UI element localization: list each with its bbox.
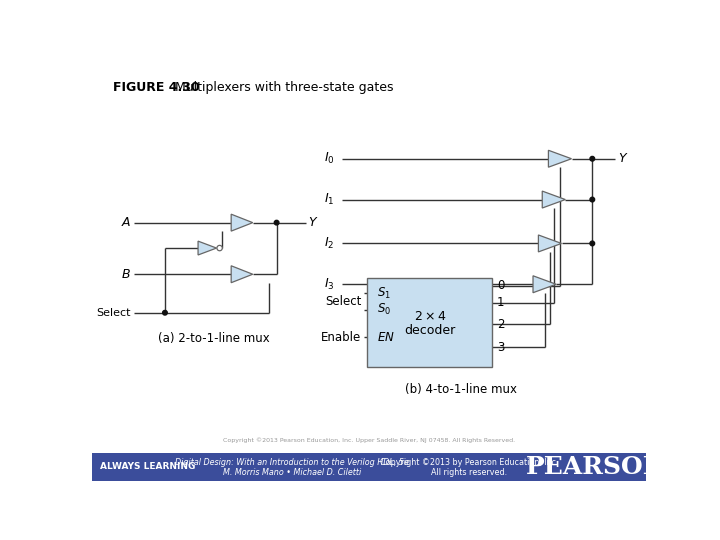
Text: $S_0$: $S_0$	[377, 302, 391, 317]
Polygon shape	[542, 191, 565, 208]
Text: $S_1$: $S_1$	[377, 286, 391, 301]
Text: $Y$: $Y$	[618, 152, 629, 165]
Text: All rights reserved.: All rights reserved.	[431, 468, 507, 477]
Text: $I_1$: $I_1$	[324, 192, 334, 207]
Text: (b) 4-to-1-line mux: (b) 4-to-1-line mux	[405, 383, 518, 396]
Text: $I_2$: $I_2$	[324, 236, 334, 251]
Polygon shape	[533, 276, 556, 293]
Text: $I_3$: $I_3$	[324, 276, 334, 292]
Polygon shape	[231, 214, 253, 231]
Text: 0: 0	[497, 279, 504, 292]
Text: M. Morris Mano • Michael D. Ciletti: M. Morris Mano • Michael D. Ciletti	[223, 468, 361, 477]
Polygon shape	[539, 235, 562, 252]
Text: decoder: decoder	[404, 324, 456, 337]
Text: Copyright ©2013 Pearson Education, Inc. Upper Saddle River, NJ 07458. All Rights: Copyright ©2013 Pearson Education, Inc. …	[223, 438, 515, 443]
Bar	[367, 278, 492, 367]
Polygon shape	[231, 266, 253, 283]
Text: $A$: $A$	[121, 216, 131, 229]
Text: Enable: Enable	[321, 331, 361, 344]
Text: PEARSON: PEARSON	[526, 455, 667, 479]
Polygon shape	[198, 241, 217, 255]
Text: Select: Select	[325, 295, 361, 308]
Circle shape	[163, 310, 167, 315]
Circle shape	[590, 241, 595, 246]
Circle shape	[590, 197, 595, 202]
Text: $Y$: $Y$	[308, 216, 319, 229]
Text: Multiplexers with three-state gates: Multiplexers with three-state gates	[163, 81, 393, 94]
Text: FIGURE 4.30: FIGURE 4.30	[113, 81, 200, 94]
Circle shape	[217, 245, 222, 251]
Circle shape	[274, 220, 279, 225]
Text: $I_0$: $I_0$	[324, 151, 334, 166]
Text: 3: 3	[497, 341, 504, 354]
Circle shape	[590, 157, 595, 161]
Polygon shape	[549, 150, 572, 167]
Text: Copyright ©2013 by Pearson Education, Inc.: Copyright ©2013 by Pearson Education, In…	[380, 458, 558, 467]
Text: $B$: $B$	[121, 268, 131, 281]
Text: 2: 2	[497, 318, 504, 331]
Bar	[92, 453, 647, 481]
Text: Digital Design: With an Introduction to the Verilog HDL, 5e: Digital Design: With an Introduction to …	[175, 458, 409, 467]
Text: (a) 2-to-1-line mux: (a) 2-to-1-line mux	[158, 332, 269, 345]
Text: $EN$: $EN$	[377, 331, 395, 344]
Text: Select: Select	[96, 308, 131, 318]
Text: ALWAYS LEARNING: ALWAYS LEARNING	[99, 462, 195, 471]
Text: $2 \times 4$: $2 \times 4$	[413, 310, 446, 323]
Text: 1: 1	[497, 296, 504, 309]
